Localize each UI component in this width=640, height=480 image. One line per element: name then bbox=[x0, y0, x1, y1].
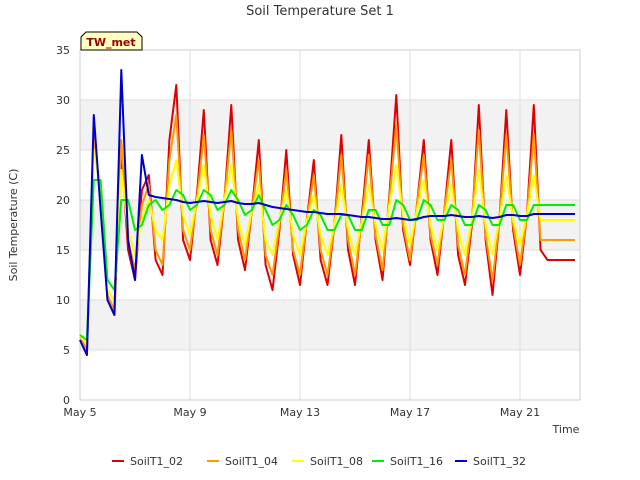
series-line-soilt1_04 bbox=[79, 114, 575, 351]
y-axis-label: Soil Temperature (C) bbox=[7, 169, 20, 282]
x-tick-label: May 17 bbox=[390, 406, 430, 419]
series-line-soilt1_32 bbox=[79, 69, 575, 356]
x-tick-label: May 5 bbox=[63, 406, 96, 419]
legend-label: SoilT1_16 bbox=[390, 455, 443, 468]
site-tag-label: TW_met bbox=[86, 36, 135, 49]
legend-label: SoilT1_02 bbox=[130, 455, 183, 468]
y-tick-label: 25 bbox=[56, 144, 70, 157]
x-axis-label: Time bbox=[552, 423, 580, 436]
chart-title: Soil Temperature Set 1 bbox=[246, 4, 394, 19]
plot-frame bbox=[79, 49, 581, 401]
site-tag-box bbox=[80, 31, 143, 51]
y-tick-label: 15 bbox=[56, 244, 70, 257]
series-line-soilt1_08 bbox=[79, 149, 575, 346]
legend-label: SoilT1_08 bbox=[310, 455, 363, 468]
y-tick-label: 20 bbox=[56, 194, 70, 207]
x-tick-label: May 13 bbox=[280, 406, 320, 419]
y-tick-label: 10 bbox=[56, 294, 70, 307]
series-line-soilt1_16 bbox=[79, 179, 575, 341]
legend: SoilT1_02 SoilT1_04 SoilT1_08 SoilT1_16 Soil… bbox=[112, 455, 526, 468]
y-tick-label: 30 bbox=[56, 94, 70, 107]
y-tick-labels: 0 5 10 15 20 25 30 35 bbox=[56, 44, 70, 407]
series-line-soilt1_02 bbox=[79, 84, 575, 356]
legend-label: SoilT1_04 bbox=[225, 455, 278, 468]
legend-label: SoilT1_32 bbox=[473, 455, 526, 468]
y-tick-label: 0 bbox=[63, 394, 70, 407]
y-tick-label: 5 bbox=[63, 344, 70, 357]
site-tag: TW_met bbox=[80, 31, 143, 51]
background-band bbox=[80, 100, 580, 150]
x-tick-label: May 9 bbox=[173, 406, 206, 419]
x-tick-label: May 21 bbox=[500, 406, 540, 419]
x-tick-labels: May 5 May 9 May 13 May 17 May 21 bbox=[63, 406, 540, 419]
background-band bbox=[80, 300, 580, 350]
series-lines bbox=[79, 69, 575, 356]
y-tick-label: 35 bbox=[56, 44, 70, 57]
